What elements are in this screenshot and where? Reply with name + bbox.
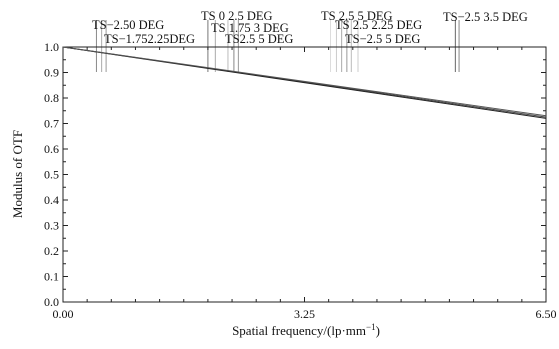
x-axis-title-main: Spatial frequency/(lp·mm [232, 323, 366, 338]
y-tick-label: 0.4 [44, 193, 59, 207]
plot-frame [62, 46, 547, 303]
field-label: TS 0 2.5 DEG [201, 9, 273, 23]
x-axis-title-sup: −1 [366, 322, 376, 332]
y-tick-label: 0.2 [44, 244, 59, 258]
field-label: TS−2.5 3.5 DEG [443, 10, 528, 24]
field-label: TS−2.5 5 DEG [345, 32, 420, 46]
y-tick-label: 0.9 [44, 66, 59, 80]
y-axis-title: Modulus of OTF [10, 130, 25, 218]
y-tick-label: 1.0 [44, 40, 59, 54]
field-label: TS 2.5 2.25 DEG [335, 18, 422, 32]
y-axis: 0.0 0.1 0.2 0.3 0.4 0.5 0.6 0.7 0.8 0.9 1.0 [44, 40, 546, 309]
x-tick-label: 3.25 [294, 307, 315, 321]
x-axis-title: Spatial frequency/(lp·mm−1) [232, 322, 380, 338]
field-label: TS−1.752.25DEG [104, 32, 195, 46]
y-tick-label: 0.7 [44, 117, 59, 131]
x-tick-label: 6.50 [536, 307, 557, 321]
y-tick-label: 0.5 [44, 168, 59, 182]
y-tick-label: 0.1 [44, 270, 59, 284]
x-axis: 0.00 3.25 6.50 [53, 47, 557, 321]
field-marker-lines [95, 20, 460, 72]
field-label: TS−2.50 DEG [92, 18, 164, 32]
y-tick-label: 0.6 [44, 142, 59, 156]
x-tick-label: 0.00 [53, 307, 74, 321]
field-label: TS 1.75 3 DEG [211, 21, 289, 35]
x-axis-title-tail: ) [376, 323, 380, 338]
y-tick-label: 0.8 [44, 91, 59, 105]
mtf-curve [62, 46, 547, 117]
mtf-curves [62, 46, 547, 119]
field-label: TS2.5 5 DEG [225, 32, 293, 46]
y-tick-label: 0.0 [44, 295, 59, 309]
field-label: TS 2.5 5 DEG [321, 9, 393, 23]
y-tick-label: 0.3 [44, 219, 59, 233]
